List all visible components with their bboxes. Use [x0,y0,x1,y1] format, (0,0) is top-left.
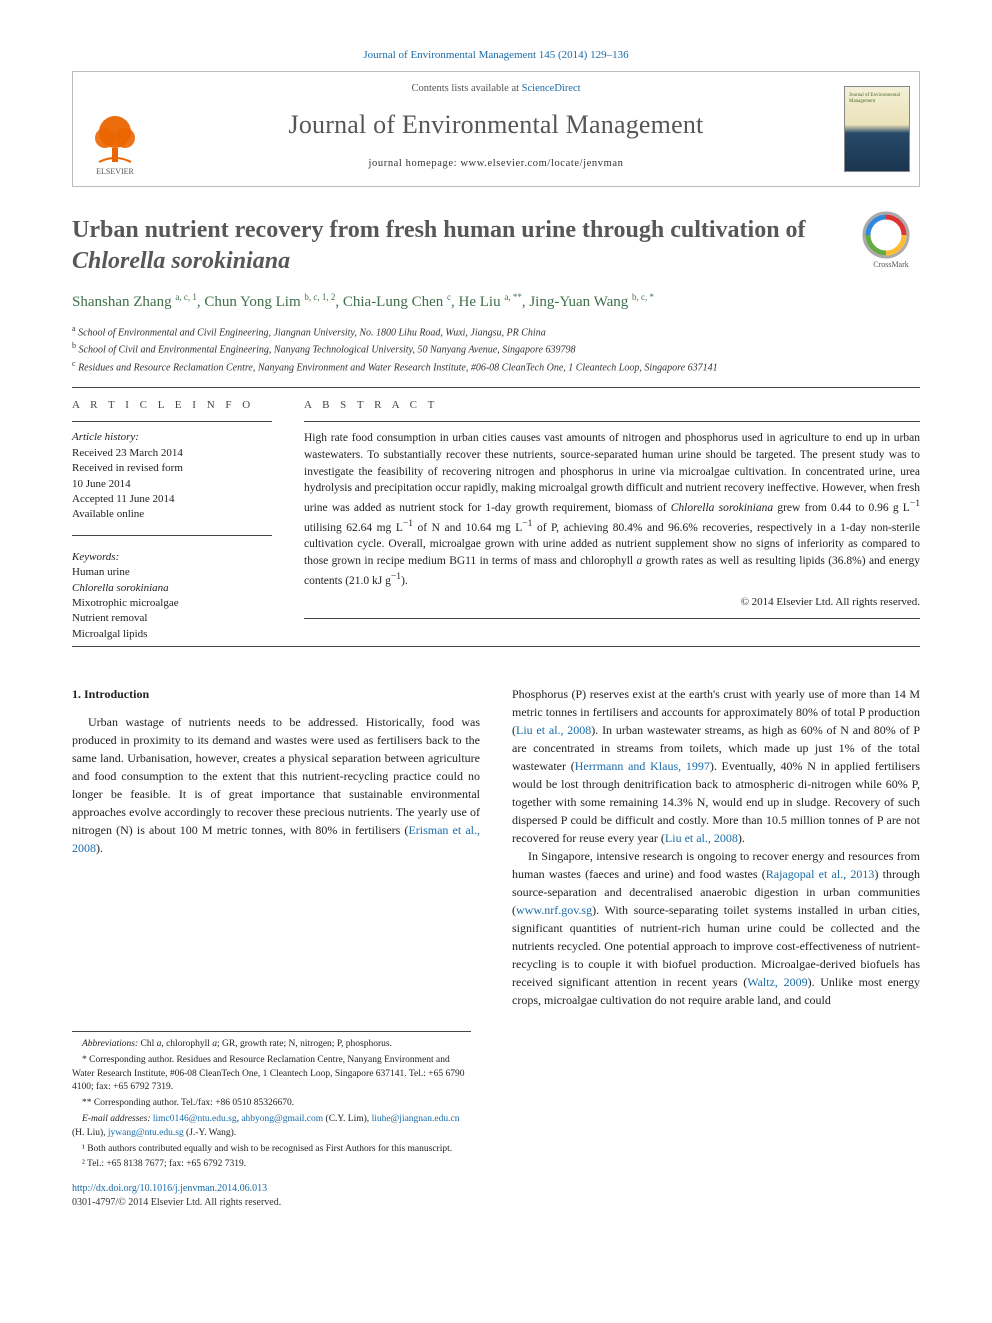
doi-link[interactable]: http://dx.doi.org/10.1016/j.jenvman.2014… [72,1183,267,1194]
journal-name: Journal of Environmental Management [165,107,827,143]
keyword-item: Human urine [72,565,272,580]
history-item: Received 23 March 2014 [72,446,272,461]
affiliation-item: a School of Environmental and Civil Engi… [72,323,920,340]
abstract-copyright: © 2014 Elsevier Ltd. All rights reserved… [304,595,920,610]
homepage-url[interactable]: www.elsevier.com/locate/jenvman [460,158,623,169]
history-item: 10 June 2014 [72,477,272,492]
affiliation-item: b School of Civil and Environmental Engi… [72,340,920,357]
body-paragraph: Phosphorus (P) reserves exist at the ear… [512,685,920,847]
sciencedirect-link[interactable]: ScienceDirect [522,83,581,94]
keyword-item: Microalgal lipids [72,627,272,642]
svg-text:CrossMark: CrossMark [873,260,909,269]
article-info-heading: A R T I C L E I N F O [72,398,272,413]
publisher-name: ELSEVIER [96,167,134,176]
body-columns: 1. Introduction Urban wastage of nutrien… [72,685,920,1009]
footnote-abbrev: Abbreviations: Chl a, chlorophyll a; GR,… [72,1038,471,1052]
history-item: Received in revised form [72,461,272,476]
footnote-corr: ** Corresponding author. Tel./fax: +86 0… [72,1097,471,1111]
publisher-logo-cell: ELSEVIER [73,72,157,186]
affiliations: a School of Environmental and Civil Engi… [72,323,920,375]
article-info-column: A R T I C L E I N F O Article history: R… [72,398,272,642]
cover-thumb-cell: Journal of Environmental Management [835,72,919,186]
authors-line: Shanshan Zhang a, c, 1, Chun Yong Lim b,… [72,291,920,314]
divider [72,421,272,422]
footnote-note: ¹ Both authors contributed equally and w… [72,1143,471,1157]
article-title: Urban nutrient recovery from fresh human… [72,215,818,276]
divider [304,421,920,422]
divider [72,387,920,388]
abstract-column: A B S T R A C T High rate food consumpti… [304,398,920,642]
abstract-text: High rate food consumption in urban citi… [304,430,920,589]
divider [72,646,920,647]
keywords-label: Keywords: [72,550,272,565]
body-col-right: Phosphorus (P) reserves exist at the ear… [512,685,920,1009]
section-heading: 1. Introduction [72,685,480,703]
abstract-heading: A B S T R A C T [304,398,920,413]
footnotes: Abbreviations: Chl a, chlorophyll a; GR,… [72,1031,471,1172]
homepage-label: journal homepage: [369,158,461,169]
crossmark-icon[interactable]: CrossMark [862,211,920,269]
body-paragraph: Urban wastage of nutrients needs to be a… [72,713,480,857]
history-label: Article history: [72,430,272,445]
contents-line: Contents lists available at ScienceDirec… [165,82,827,97]
footnote-note: ² Tel.: +65 8138 7677; fax: +65 6792 731… [72,1158,471,1172]
history-item: Available online [72,507,272,522]
footnote-corr: * Corresponding author. Residues and Res… [72,1054,471,1095]
citation-line: Journal of Environmental Management 145 … [72,48,920,63]
affiliation-item: c Residues and Resource Reclamation Cent… [72,358,920,375]
journal-cover-thumbnail: Journal of Environmental Management [844,86,910,172]
divider [72,535,272,536]
doi-line: http://dx.doi.org/10.1016/j.jenvman.2014… [72,1182,920,1196]
contents-prefix: Contents lists available at [411,83,521,94]
footnote-emails: E-mail addresses: limc0146@ntu.edu.sg, a… [72,1113,471,1141]
issn-line: 0301-4797/© 2014 Elsevier Ltd. All right… [72,1196,920,1210]
history-item: Accepted 11 June 2014 [72,492,272,507]
keyword-item: Mixotrophic microalgae [72,596,272,611]
journal-header: ELSEVIER Contents lists available at Sci… [72,71,920,187]
divider [304,618,920,619]
body-col-left: 1. Introduction Urban wastage of nutrien… [72,685,480,1009]
journal-homepage: journal homepage: www.elsevier.com/locat… [165,157,827,172]
body-paragraph: In Singapore, intensive research is ongo… [512,847,920,1009]
elsevier-logo: ELSEVIER [85,108,145,178]
keyword-item: Nutrient removal [72,611,272,626]
keyword-item: Chlorella sorokiniana [72,581,272,596]
